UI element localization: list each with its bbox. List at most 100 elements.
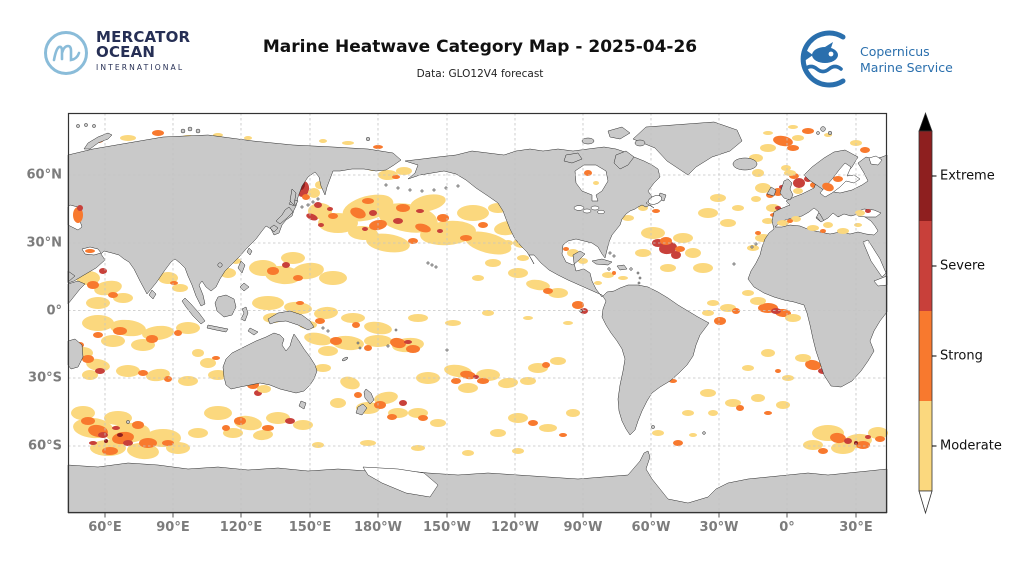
land-new-zealand-north (363, 388, 375, 405)
sea-ross (362, 466, 439, 498)
heatwave-patch (714, 317, 726, 325)
heatwave-patch (693, 263, 713, 273)
heatwave-patches-ocean (71, 125, 888, 460)
heatwave-patch (566, 409, 580, 417)
heatwave-patch (833, 176, 843, 182)
heatwave-patch (408, 314, 428, 322)
x-tick-label: 120°W (491, 520, 539, 535)
heatwave-patch (319, 271, 347, 285)
heatwave-patch (707, 300, 719, 306)
land-ireland (766, 186, 777, 197)
heatwave-patch (822, 182, 834, 192)
heatwave-patch (281, 252, 305, 264)
page-subtitle: Data: GLO12V4 forecast (416, 68, 544, 80)
heatwave-patch (618, 276, 628, 280)
land-sakhalin (289, 188, 297, 206)
heatwave-patch (860, 147, 870, 153)
heatwave-patch (702, 310, 714, 316)
heatwave-patch (823, 222, 833, 228)
land-greenland (632, 121, 743, 176)
page-title: Marine Heatwave Category Map - 2025-04-2… (262, 37, 698, 57)
heatwave-patch (472, 275, 484, 281)
heatwave-patch (671, 251, 681, 259)
y-tick-label: 30°N (26, 235, 62, 251)
colorbar-segment-strong (919, 311, 932, 401)
land-iceland (732, 157, 758, 171)
heatwave-patch (622, 215, 634, 221)
heatwave-patch (477, 378, 489, 384)
heatwave-patch (108, 292, 118, 298)
heatwave-patch (458, 383, 478, 393)
heatwave-patch (805, 359, 821, 371)
heatwave-patch (580, 308, 588, 314)
heatwave-patch (253, 429, 273, 441)
land-hispaniola (616, 264, 628, 271)
heatwave-patch (720, 219, 736, 227)
heatwave-patch (82, 355, 94, 363)
heatwave-patch (252, 296, 284, 310)
heatwave-patch (293, 275, 303, 281)
heatwave-patch (308, 188, 320, 198)
heatwave-patch (85, 249, 95, 253)
heatwave-patch (854, 223, 862, 227)
land-novaya-zemlya (83, 132, 113, 150)
heatwave-patch (396, 204, 410, 212)
heatwave-patch (855, 210, 865, 216)
x-tick-label: 30°E (839, 520, 873, 535)
y-tick-label: 60°N (26, 167, 62, 183)
heatwave-patch (793, 178, 805, 188)
heatwave-patch (328, 213, 338, 219)
heatwave-patch (725, 399, 741, 407)
heatwave-patch (802, 128, 814, 134)
heatwave-patch (77, 205, 83, 211)
colorbar-segment-severe (919, 221, 932, 311)
heatwave-patch (113, 327, 127, 335)
heatwave-patch (418, 415, 428, 421)
heatwave-patch (856, 441, 870, 449)
land-timor (247, 327, 259, 336)
lake-michigan (582, 208, 592, 214)
heatwave-patch (364, 335, 392, 347)
heatwave-patch (652, 209, 660, 213)
heatwave-patch (341, 313, 365, 323)
heatwave-patch (559, 433, 567, 437)
land-taiwan (246, 247, 253, 256)
heatwave-patch (602, 272, 614, 278)
heatwave-patch (685, 248, 701, 258)
heatwave-patch (641, 227, 665, 239)
land-mindanao (239, 282, 250, 292)
international-word: INTERNATIONAL (96, 62, 185, 72)
heatwave-patch (162, 440, 174, 446)
heatwave-patch (416, 209, 424, 213)
heatwave-patch (710, 194, 726, 202)
heatwave-patch (204, 406, 232, 420)
heatwave-patch (387, 414, 397, 420)
heatwave-patch (578, 258, 588, 264)
heatwave-patch (689, 433, 697, 437)
heatwave-patch (830, 432, 846, 444)
heatwave-patch (257, 385, 271, 393)
heatwave-patch (720, 304, 736, 312)
heatwave-patch (485, 259, 501, 267)
y-tick-label: 0° (46, 303, 62, 318)
gulf-of-st-lawrence (648, 195, 662, 205)
heatwave-patch (803, 440, 823, 450)
heatwave-patch (682, 410, 694, 416)
heatwave-patch (362, 198, 374, 204)
heatwave-patch (751, 394, 765, 402)
heatwave-patch (302, 194, 310, 200)
heatwave-patch (865, 209, 871, 213)
heatwave-patch (266, 412, 290, 424)
mercator-ocean-logo-text: MERCATOR OCEAN INTERNATIONAL (96, 29, 190, 72)
heatwave-patch (752, 169, 764, 177)
land-luzon (237, 260, 246, 274)
heatwave-patch (837, 228, 849, 234)
heatwave-patch (777, 220, 789, 226)
heatwave-patch (89, 441, 97, 445)
axis-tick-marks (104, 513, 857, 518)
lake-superior (573, 205, 585, 211)
heatwave-patch (539, 424, 557, 432)
copernicus-logo (795, 28, 857, 94)
heatwave-patch (457, 205, 489, 221)
